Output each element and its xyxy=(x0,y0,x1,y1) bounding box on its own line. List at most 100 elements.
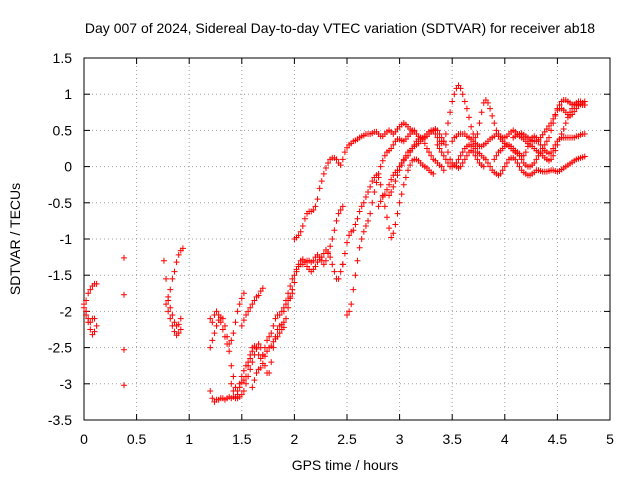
x-tick-label: 4.5 xyxy=(548,431,568,447)
data-point xyxy=(167,304,174,311)
data-point xyxy=(247,366,254,373)
data-point xyxy=(207,315,214,322)
data-point xyxy=(234,308,241,315)
data-point xyxy=(289,275,296,282)
data-point xyxy=(362,194,369,201)
x-tick-labels: 0 0.5 1 1.5 2 2.5 3 3.5 4 4.5 5 xyxy=(80,431,614,447)
data-point xyxy=(163,275,170,282)
data-point xyxy=(367,210,374,217)
y-tick-label: 0 xyxy=(64,159,72,175)
data-point xyxy=(341,250,348,257)
data-point xyxy=(280,308,287,315)
data-point xyxy=(238,322,245,329)
data-point xyxy=(493,152,500,159)
data-point xyxy=(243,380,250,387)
data-point xyxy=(377,163,384,170)
data-point xyxy=(165,297,172,304)
data-point xyxy=(390,141,397,148)
data-point xyxy=(268,330,275,337)
data-point xyxy=(398,191,405,198)
data-point xyxy=(457,163,464,170)
data-point xyxy=(550,115,557,122)
data-point xyxy=(400,181,407,188)
data-point xyxy=(333,156,340,163)
data-point xyxy=(301,215,308,222)
data-point xyxy=(280,319,287,326)
data-point xyxy=(352,272,359,279)
data-point xyxy=(552,111,559,118)
y-tick-label: -0.5 xyxy=(48,195,72,211)
data-point xyxy=(402,174,409,181)
data-point xyxy=(548,156,555,163)
data-point xyxy=(533,156,540,163)
data-point xyxy=(407,149,414,156)
data-point xyxy=(163,301,170,308)
series-track-16 xyxy=(291,120,418,242)
data-point xyxy=(310,207,317,214)
data-point xyxy=(282,315,289,322)
data-point xyxy=(335,275,342,282)
data-point xyxy=(171,319,178,326)
series-track-3 xyxy=(83,312,100,338)
data-point xyxy=(245,308,252,315)
data-point xyxy=(407,162,414,169)
x-tick-label: 2 xyxy=(291,431,299,447)
data-point xyxy=(327,254,334,261)
data-point xyxy=(562,120,569,127)
series-track-24 xyxy=(491,131,588,163)
data-point xyxy=(367,183,374,190)
data-point xyxy=(160,257,167,264)
data-point xyxy=(337,207,344,214)
series-track-21 xyxy=(432,82,588,170)
data-point xyxy=(175,251,182,258)
data-point xyxy=(266,333,273,340)
data-point xyxy=(173,259,180,266)
data-point xyxy=(346,308,353,315)
data-point xyxy=(516,163,523,170)
data-point xyxy=(255,340,262,347)
data-point xyxy=(489,112,496,119)
data-point xyxy=(339,261,346,268)
data-point xyxy=(209,319,216,326)
data-point xyxy=(482,156,489,163)
data-point xyxy=(442,131,449,138)
series-track-14 xyxy=(280,246,346,315)
data-point xyxy=(388,145,395,152)
data-point xyxy=(287,295,294,302)
data-point xyxy=(333,217,340,224)
data-point xyxy=(211,330,218,337)
data-point xyxy=(358,236,365,242)
data-point xyxy=(581,153,588,160)
x-tick-label: 3.5 xyxy=(442,431,462,447)
series-track-12 xyxy=(249,324,287,391)
series-track-1 xyxy=(81,301,98,326)
data-point xyxy=(499,167,506,174)
data-point xyxy=(337,162,344,169)
data-point xyxy=(434,127,441,134)
data-point xyxy=(451,91,458,98)
data-point xyxy=(87,326,94,333)
data-point xyxy=(419,136,426,143)
grid-lines xyxy=(84,58,610,420)
data-point xyxy=(339,203,346,210)
y-tick-label: -2.5 xyxy=(48,340,72,356)
data-point xyxy=(491,120,498,127)
axis-ticks xyxy=(83,57,611,421)
data-point xyxy=(329,236,336,242)
data-marks xyxy=(81,82,588,405)
data-point xyxy=(365,217,372,224)
data-point xyxy=(219,326,226,333)
series-track-6 xyxy=(165,245,186,304)
data-point xyxy=(318,178,325,185)
data-point xyxy=(522,149,529,156)
data-point xyxy=(171,268,178,275)
data-point xyxy=(497,170,504,177)
data-point xyxy=(91,328,98,335)
y-tick-label: 1 xyxy=(64,86,72,102)
data-point xyxy=(240,290,247,297)
data-point xyxy=(226,340,233,347)
data-point xyxy=(253,346,260,353)
x-tick-label: 1 xyxy=(185,431,193,447)
data-point xyxy=(249,359,256,366)
data-point xyxy=(379,157,386,164)
